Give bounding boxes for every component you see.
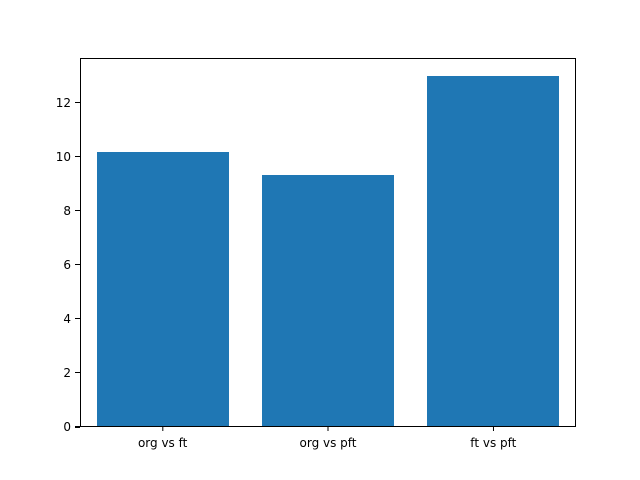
y-tick-mark bbox=[75, 155, 80, 158]
plot-area: 0 2 4 6 8 10 12 org vs ft org vs pft ft vs pft bbox=[56, 58, 576, 450]
y-tick-mark bbox=[75, 426, 80, 428]
y-tick-label: 12 bbox=[55, 95, 71, 110]
y-tick-label: 8 bbox=[63, 203, 71, 218]
bar-slot bbox=[246, 59, 411, 426]
x-tick-label: org vs pft bbox=[299, 436, 357, 450]
y-tick-mark bbox=[75, 317, 80, 320]
bar bbox=[426, 76, 559, 426]
y-tick-label: 6 bbox=[63, 257, 71, 272]
bar bbox=[262, 174, 394, 426]
bar-series bbox=[81, 59, 575, 426]
x-tick-mark bbox=[327, 426, 329, 431]
y-tick-label: 10 bbox=[55, 149, 71, 164]
y-tick-mark bbox=[75, 263, 80, 266]
x-tick-mark bbox=[492, 426, 495, 431]
bar-slot bbox=[81, 59, 246, 426]
y-tick-mark bbox=[75, 209, 80, 212]
bar-slot bbox=[410, 59, 575, 426]
y-tick-label: 4 bbox=[63, 311, 71, 326]
x-tick: ft vs pft bbox=[470, 426, 516, 450]
y-tick-mark bbox=[75, 101, 80, 104]
x-tick: org vs pft bbox=[300, 426, 357, 450]
y-tick-mark bbox=[75, 371, 80, 374]
x-tick-label: org vs ft bbox=[137, 436, 188, 450]
x-tick-mark bbox=[161, 426, 164, 431]
y-tick-label: 0 bbox=[63, 420, 71, 434]
x-tick-label: ft vs pft bbox=[470, 436, 517, 450]
y-tick-label: 2 bbox=[63, 365, 71, 380]
x-tick: org vs ft bbox=[138, 426, 187, 450]
bar bbox=[97, 151, 230, 426]
